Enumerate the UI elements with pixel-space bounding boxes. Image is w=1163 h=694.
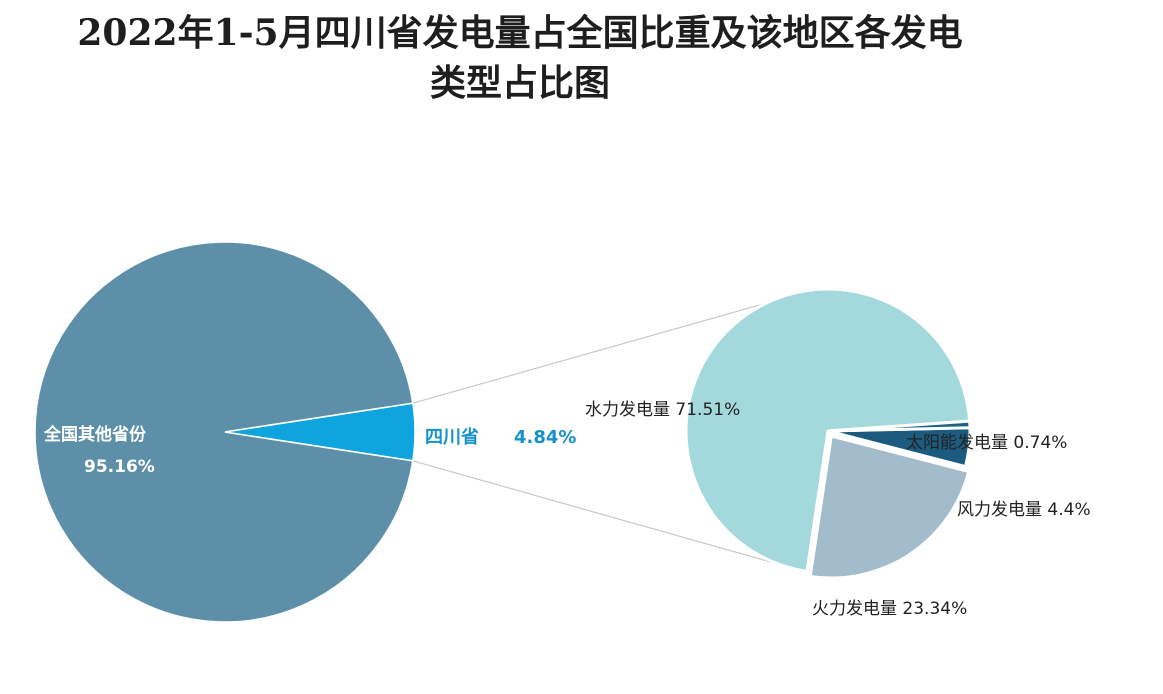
label-hydro: 水力发电量 71.51%: [585, 400, 740, 420]
slice-other-provinces: [34, 241, 414, 623]
pie-labels: 全国其他省份 95.16% 四川省 4.84% 水力发电量 71.51% 太阳能发电量 0…: [43, 400, 1091, 619]
connector-line-top: [412, 301, 771, 404]
slice-sichuan: [224, 402, 416, 462]
connector-line-bottom: [412, 460, 775, 564]
label-other-provinces-name: 全国其他省份: [43, 424, 147, 445]
label-sichuan-value: 4.84%: [514, 427, 576, 448]
label-sichuan-name: 四川省: [425, 426, 479, 448]
main-pie: [34, 241, 416, 623]
slice-thermal: [808, 434, 971, 580]
slice-hydro: [684, 287, 972, 574]
label-other-provinces-value: 95.16%: [84, 457, 155, 477]
connector-lines: [412, 301, 775, 564]
label-thermal: 火力发电量 23.34%: [812, 599, 967, 619]
label-solar: 太阳能发电量 0.74%: [906, 433, 1067, 453]
sub-pie: [684, 287, 972, 580]
chart-title: 2022年1-5月四川省发电量占全国比重及该地区各发电 类型占比图: [0, 8, 1040, 108]
chart-title-line-2: 类型占比图: [429, 62, 610, 104]
slice-solar: [827, 419, 972, 433]
chart-title-line-1: 2022年1-5月四川省发电量占全国比重及该地区各发电: [77, 12, 963, 54]
label-wind: 风力发电量 4.4%: [957, 500, 1091, 520]
